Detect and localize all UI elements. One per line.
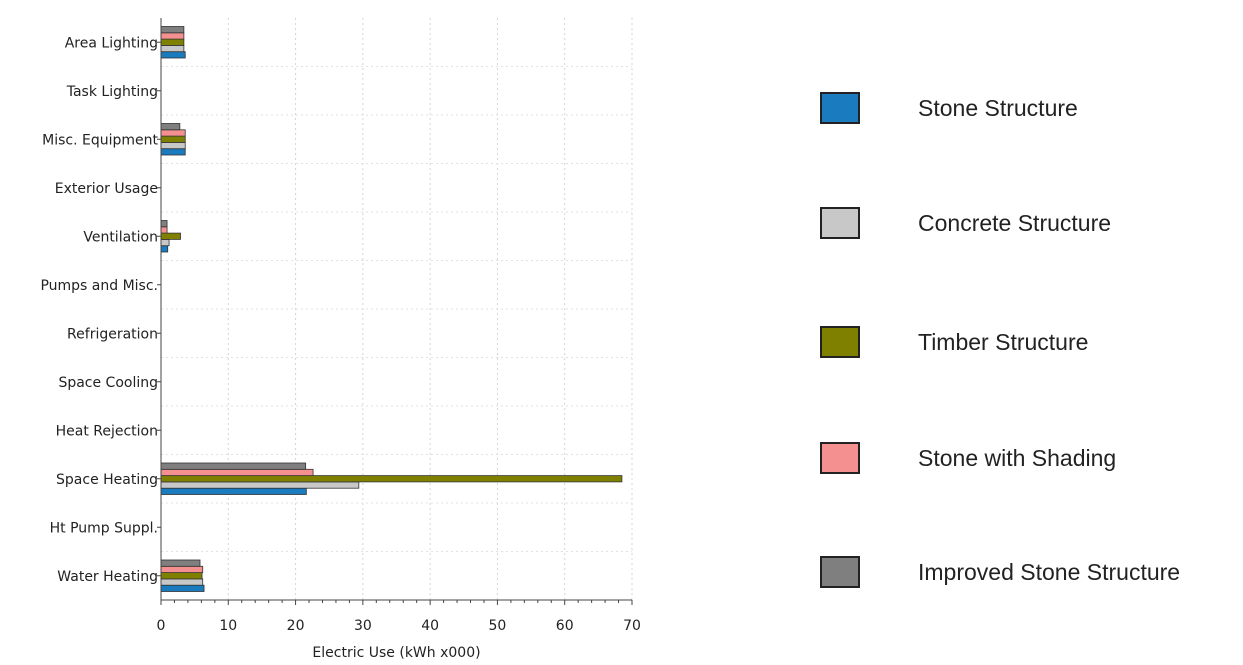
legend-label-shading: Stone with Shading bbox=[918, 444, 1117, 471]
legend-label-concrete: Concrete Structure bbox=[918, 209, 1112, 236]
legend-swatch-timber bbox=[820, 326, 860, 358]
bar-misc-equipment-concrete-structure bbox=[160, 141, 186, 150]
bar-misc-equipment-stone-structure bbox=[160, 148, 186, 156]
y-tick-label-space-heating: Space Heating bbox=[56, 472, 158, 488]
legend-item-improved: Improved Stone Structure bbox=[820, 552, 1180, 592]
legend-label-stone: Stone Structure bbox=[918, 94, 1078, 121]
x-tick-label-70: 70 bbox=[623, 618, 641, 634]
bar-space-heating-stone-with-shading bbox=[160, 468, 314, 476]
legend-label-timber: Timber Structure bbox=[918, 328, 1089, 355]
bar-ventilation-improved-stone-structure bbox=[160, 220, 168, 228]
y-tick-label-exterior-usage: Exterior Usage bbox=[55, 181, 158, 197]
bar-ventilation-stone-with-shading bbox=[160, 226, 168, 234]
bar-space-heating-concrete-structure bbox=[160, 481, 360, 489]
bar-chart: Area Lighting Task Lighting Misc. Equipmen… bbox=[40, 18, 641, 661]
y-tick-label-water-heating: Water Heating bbox=[57, 569, 158, 585]
legend-swatch-improved bbox=[820, 556, 860, 588]
bar-water-heating-improved-stone-structure bbox=[160, 559, 201, 567]
bar-area-lighting-timber-structure bbox=[160, 38, 185, 46]
x-tick-label-50: 50 bbox=[489, 618, 507, 634]
bar-area-lighting-improved-stone-structure bbox=[160, 26, 185, 34]
bar-area-lighting-stone-structure bbox=[160, 51, 186, 59]
bar-space-heating-stone-structure bbox=[160, 487, 307, 495]
bar-space-heating-improved-stone-structure bbox=[160, 462, 307, 470]
y-tick-label-heat-rejection: Heat Rejection bbox=[56, 423, 158, 439]
legend-item-concrete: Concrete Structure bbox=[820, 203, 1111, 243]
y-tick-label-task-lighting: Task Lighting bbox=[66, 84, 158, 100]
y-tick-label-ht-pump-suppl: Ht Pump Suppl. bbox=[50, 520, 158, 536]
y-tick-label-ventilation: Ventilation bbox=[83, 229, 158, 245]
y-tick-label-pumps-and-misc: Pumps and Misc. bbox=[40, 278, 158, 294]
y-tick-label-space-cooling: Space Cooling bbox=[58, 375, 158, 391]
bar-area-lighting-concrete-structure bbox=[160, 45, 185, 53]
bar-space-heating-timber-structure bbox=[160, 475, 623, 483]
bar-ventilation-stone-structure bbox=[160, 245, 169, 253]
bar-water-heating-concrete-structure bbox=[160, 578, 204, 586]
legend-item-timber: Timber Structure bbox=[820, 322, 1088, 362]
bar-misc-equipment-improved-stone-structure bbox=[160, 123, 181, 131]
x-tick-label-30: 30 bbox=[354, 618, 372, 634]
y-tick-label-area-lighting: Area Lighting bbox=[65, 35, 158, 51]
legend-swatch-stone bbox=[820, 92, 860, 124]
y-tick-label-refrigeration: Refrigeration bbox=[67, 326, 158, 342]
legend-label-improved: Improved Stone Structure bbox=[918, 558, 1181, 585]
bar-water-heating-timber-structure bbox=[160, 572, 203, 580]
x-tick-label-40: 40 bbox=[421, 618, 439, 634]
bar-area-lighting-stone-with-shading bbox=[160, 32, 185, 40]
legend-item-shading: Stone with Shading bbox=[820, 438, 1116, 478]
bar-misc-equipment-stone-with-shading bbox=[160, 129, 186, 137]
bar-water-heating-stone-with-shading bbox=[160, 565, 204, 573]
bar-water-heating-stone-structure bbox=[160, 584, 205, 592]
legend-item-stone: Stone Structure bbox=[820, 88, 1078, 128]
x-axis-title: Electric Use (kWh x000) bbox=[312, 645, 480, 661]
legend-swatch-shading bbox=[820, 442, 860, 474]
x-tick-label-60: 60 bbox=[556, 618, 574, 634]
x-tick-label-20: 20 bbox=[287, 618, 305, 634]
bar-ventilation-timber-structure bbox=[160, 232, 181, 240]
legend-swatch-concrete bbox=[820, 207, 860, 239]
bar-misc-equipment-timber-structure bbox=[160, 135, 186, 143]
x-tick-label-10: 10 bbox=[219, 618, 237, 634]
x-tick-label-0: 0 bbox=[157, 618, 166, 634]
y-tick-label-misc-equipment: Misc. Equipment bbox=[42, 132, 158, 148]
bar-ventilation-concrete-structure bbox=[160, 238, 170, 247]
